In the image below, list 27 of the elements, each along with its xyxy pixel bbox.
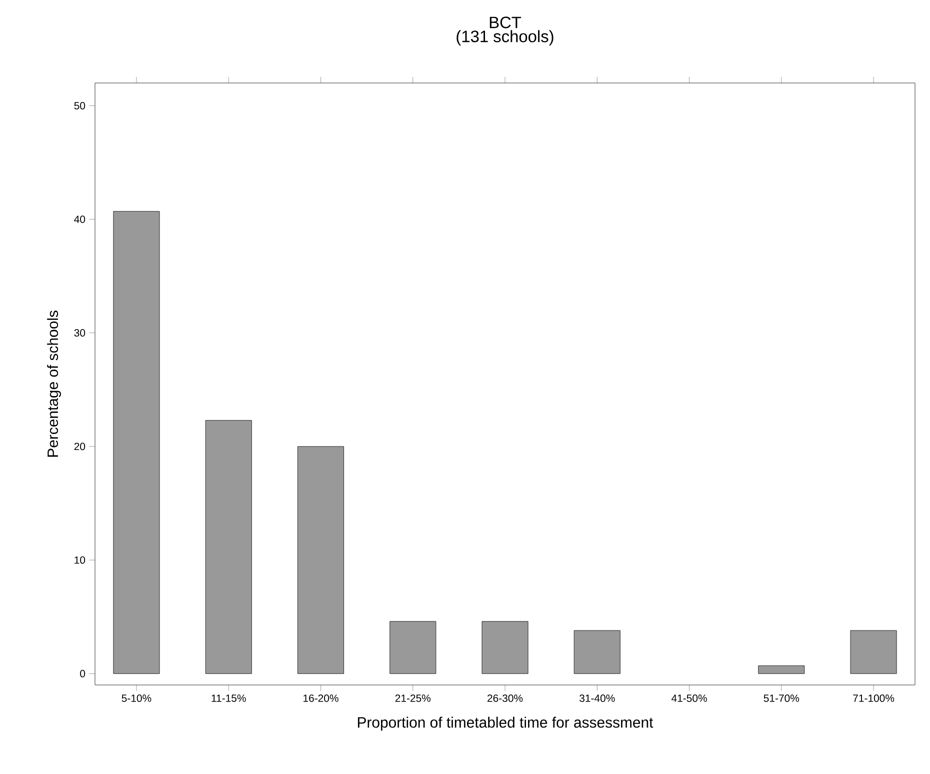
x-tick-label: 51-70% [764, 694, 800, 702]
y-tick-label: 0 [80, 670, 86, 678]
x-tick-label: 26-30% [488, 694, 523, 702]
bar [482, 621, 528, 674]
y-tick-label: 40 [74, 216, 86, 223]
x-tick-label: 41-50% [671, 694, 707, 702]
y-tick-label: 20 [74, 442, 86, 450]
x-tick-label: 5-10% [122, 694, 152, 702]
chart-title: BCT [490, 16, 522, 28]
x-tick-label: 21-25% [395, 694, 431, 702]
y-tick-label: 50 [74, 102, 86, 110]
y-tick-label: 10 [74, 556, 86, 564]
bar [113, 211, 160, 674]
x-tick-label: 31-40% [580, 694, 615, 702]
y-axis-title: Percentage of schools [47, 310, 62, 457]
x-tick-label: 71-100% [853, 694, 894, 702]
chart-subtitle: (131 schools) [456, 30, 554, 46]
x-tick-label: 16-20% [304, 694, 338, 702]
y-tick-label: 30 [74, 329, 86, 337]
bar [574, 630, 620, 674]
x-tick-label: 11-15% [212, 694, 246, 702]
bar [390, 621, 436, 674]
bar [298, 446, 344, 674]
bar [850, 630, 897, 674]
x-axis-title: Proportion of timetabled time for assessment [358, 716, 654, 731]
bar [205, 420, 252, 674]
bar [758, 665, 805, 674]
